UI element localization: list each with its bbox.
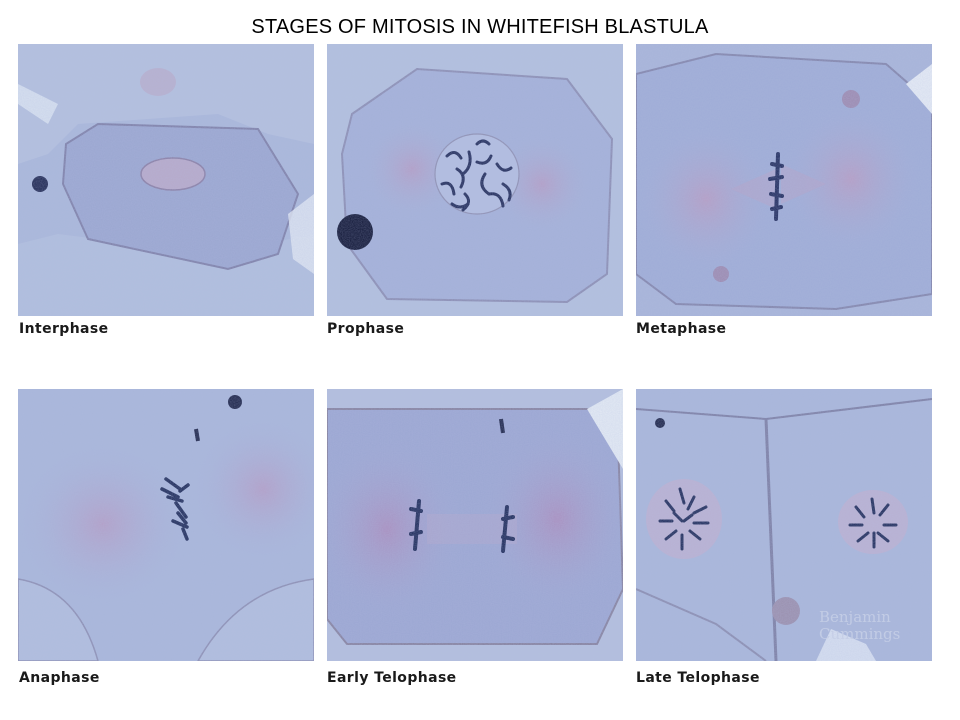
figure-title: STAGES OF MITOSIS IN WHITEFISH BLASTULA [251, 16, 709, 38]
metaphase-micrograph [636, 44, 932, 316]
panel-label-anaphase: Anaphase [19, 670, 100, 686]
late-telophase-micrograph: Benjamin Cummings [636, 389, 932, 661]
panel-label-early-telophase: Early Telophase [327, 670, 457, 686]
early-telophase-micrograph [327, 389, 623, 661]
interphase-micrograph [18, 44, 314, 316]
panel-label-interphase: Interphase [19, 321, 109, 337]
panel-label-late-telophase: Late Telophase [636, 670, 760, 686]
anaphase-micrograph [18, 389, 314, 661]
prophase-micrograph [327, 44, 623, 316]
panel-label-metaphase: Metaphase [636, 321, 727, 337]
panel-label-prophase: Prophase [327, 321, 405, 337]
